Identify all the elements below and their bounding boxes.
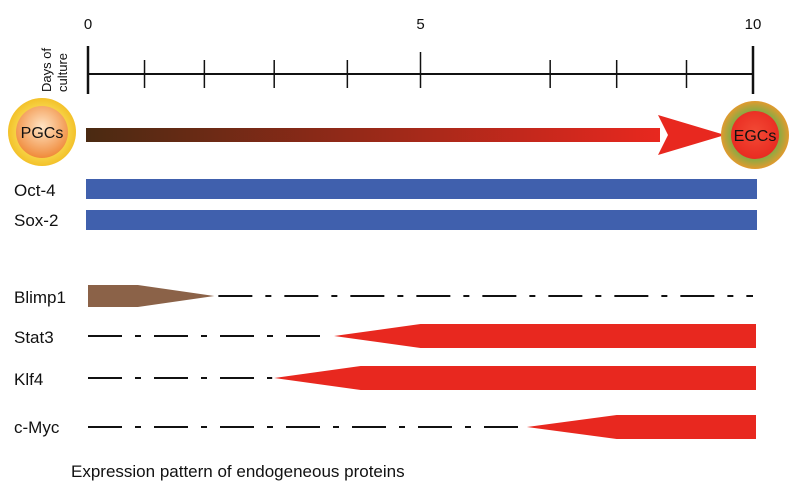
expression-taper-cmyc bbox=[526, 415, 756, 439]
protein-row-oct4: Oct-4 bbox=[14, 179, 757, 200]
pgc-cell-core bbox=[16, 106, 68, 158]
expression-taper-blimp1 bbox=[88, 285, 215, 307]
expression-bar-oct4 bbox=[86, 179, 757, 199]
transition-arrowhead bbox=[658, 115, 725, 155]
expression-shape-sox2 bbox=[86, 210, 757, 230]
expression-shape-klf4 bbox=[88, 366, 756, 390]
axis-title-line2: culture bbox=[55, 53, 70, 92]
protein-row-cmyc: c-Myc bbox=[14, 415, 756, 439]
tick-label-10: 10 bbox=[745, 16, 762, 33]
protein-row-blimp1: Blimp1 bbox=[14, 285, 753, 307]
axis-title-line1: Days of bbox=[39, 48, 54, 92]
protein-label-cmyc: c-Myc bbox=[14, 418, 60, 437]
egc-cell-label: EGCs bbox=[734, 128, 777, 145]
expression-bar-sox2 bbox=[86, 210, 757, 230]
protein-row-klf4: Klf4 bbox=[14, 366, 756, 390]
protein-row-sox2: Sox-2 bbox=[14, 210, 757, 230]
protein-label-blimp1: Blimp1 bbox=[14, 288, 66, 307]
tick-label-5: 5 bbox=[416, 16, 424, 33]
tick-label-0: 0 bbox=[84, 16, 92, 33]
expression-taper-stat3 bbox=[334, 324, 756, 348]
protein-label-klf4: Klf4 bbox=[14, 370, 43, 389]
expression-shape-cmyc bbox=[88, 415, 756, 439]
expression-taper-klf4 bbox=[274, 366, 756, 390]
egc-cell: EGCs bbox=[721, 101, 789, 169]
transition-arrow bbox=[86, 115, 725, 155]
transition-bar bbox=[86, 128, 660, 142]
protein-label-oct4: Oct-4 bbox=[14, 181, 56, 200]
expression-shape-oct4 bbox=[86, 179, 757, 199]
time-axis: Days of culture 0 5 10 bbox=[39, 16, 761, 94]
protein-row-stat3: Stat3 bbox=[14, 324, 756, 348]
egc-cell-core bbox=[731, 111, 779, 159]
expression-shape-stat3 bbox=[88, 324, 756, 348]
protein-label-sox2: Sox-2 bbox=[14, 211, 58, 230]
protein-label-stat3: Stat3 bbox=[14, 328, 54, 347]
expression-shape-blimp1 bbox=[88, 285, 753, 307]
pgc-cell: PGCs bbox=[8, 98, 76, 166]
caption: Expression pattern of endogeneous protei… bbox=[71, 462, 405, 481]
axis-ticks bbox=[86, 46, 755, 94]
pgc-cell-label: PGCs bbox=[21, 125, 64, 142]
